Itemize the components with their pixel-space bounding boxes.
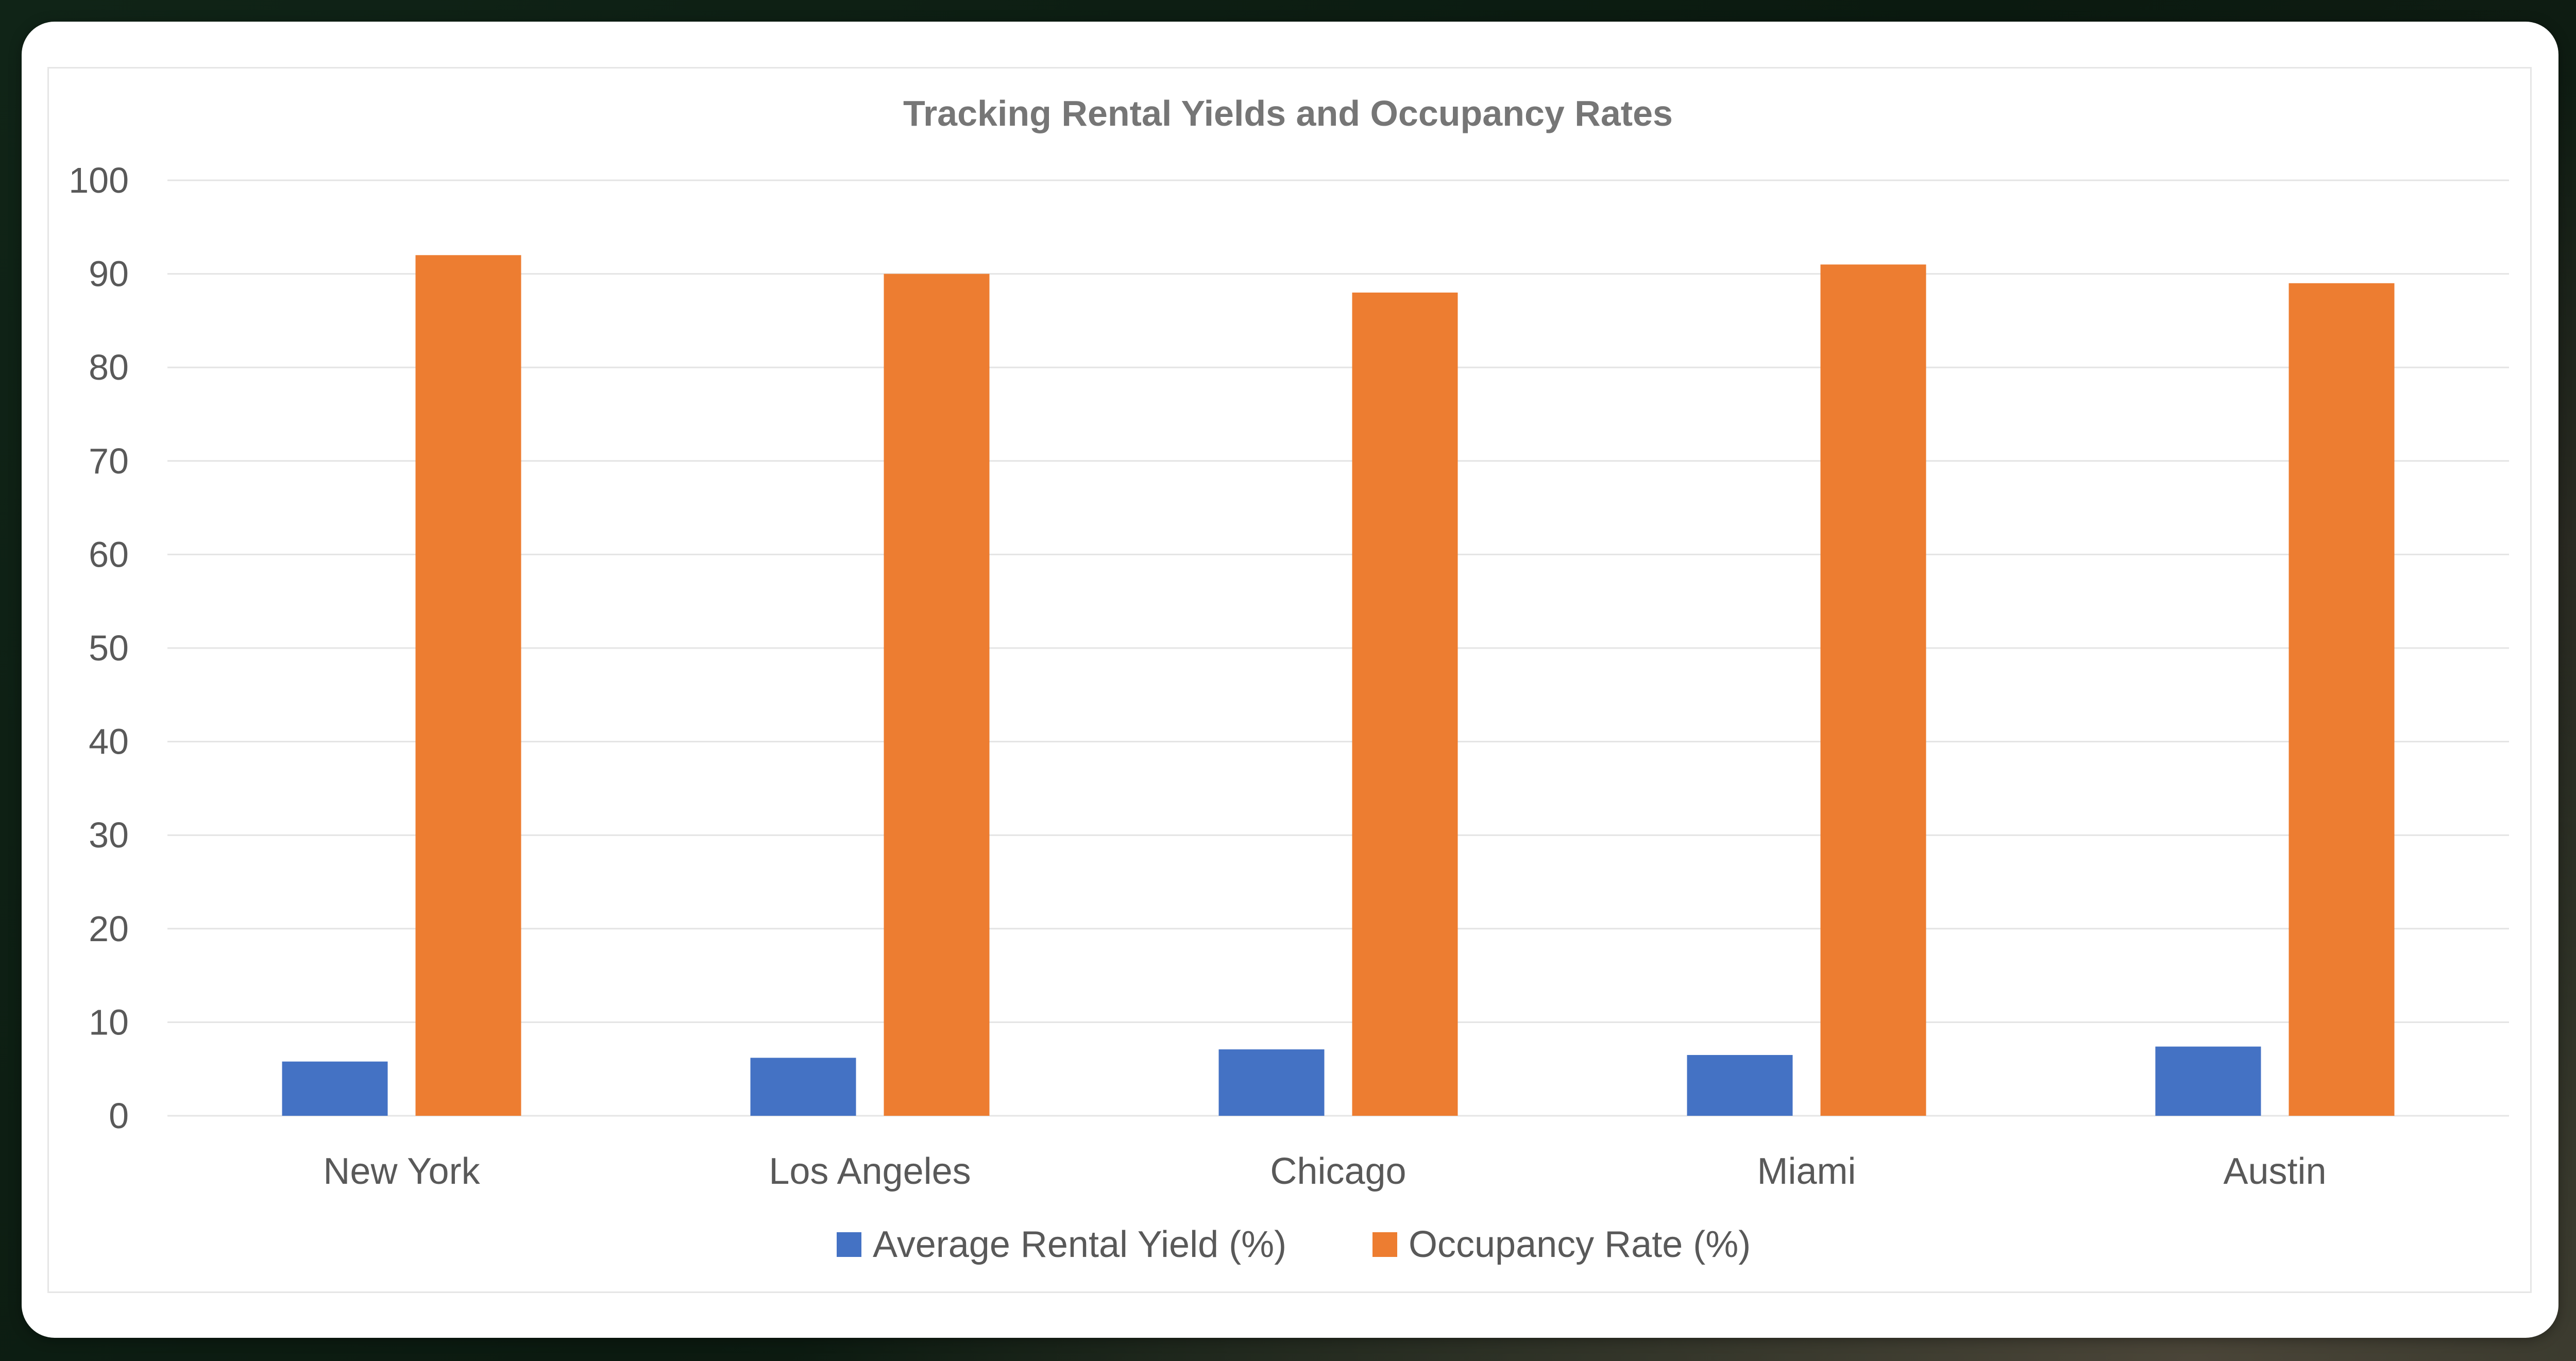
bar-rental-yield — [1218, 1049, 1325, 1116]
legend-label: Occupancy Rate (%) — [1409, 1224, 1751, 1265]
y-tick-label: 0 — [109, 1096, 129, 1136]
x-category-label: Chicago — [1270, 1151, 1406, 1192]
y-tick-label: 50 — [89, 628, 129, 668]
gridlines — [167, 179, 2509, 1117]
bar-occupancy-rate — [2289, 283, 2395, 1116]
x-axis-category-labels: New York Los Angeles Chicago Miami Austin — [323, 1151, 2326, 1192]
y-tick-label: 90 — [89, 254, 129, 294]
bar-rental-yield — [1687, 1054, 1793, 1116]
bar-occupancy-rate — [1352, 292, 1458, 1116]
legend: Average Rental Yield (%) Occupancy Rate (… — [837, 1224, 1751, 1265]
x-category-label: Miami — [1757, 1151, 1856, 1192]
y-axis-tick-labels: 0 10 20 30 40 50 60 70 80 90 100 — [69, 160, 129, 1136]
y-tick-label: 60 — [89, 534, 129, 574]
y-tick-label: 100 — [69, 160, 129, 200]
bar-occupancy-rate — [1820, 264, 1926, 1116]
legend-item: Average Rental Yield (%) — [837, 1224, 1286, 1265]
bars — [282, 255, 2395, 1116]
bar-rental-yield — [2155, 1046, 2261, 1116]
chart-title: Tracking Rental Yields and Occupancy Rat… — [903, 93, 1673, 133]
legend-label: Average Rental Yield (%) — [873, 1224, 1286, 1265]
legend-swatch — [837, 1232, 861, 1257]
y-tick-label: 70 — [89, 441, 129, 481]
x-category-label: New York — [323, 1151, 480, 1192]
y-tick-label: 40 — [89, 722, 129, 762]
legend-swatch — [1372, 1232, 1397, 1257]
bar-occupancy-rate — [415, 255, 521, 1116]
legend-item: Occupancy Rate (%) — [1372, 1224, 1751, 1265]
bar-occupancy-rate — [884, 274, 990, 1116]
y-tick-label: 30 — [89, 815, 129, 855]
x-category-label: Los Angeles — [769, 1151, 971, 1192]
y-tick-label: 10 — [89, 1002, 129, 1042]
bar-rental-yield — [282, 1061, 388, 1116]
x-category-label: Austin — [2223, 1151, 2326, 1192]
y-tick-label: 20 — [89, 909, 129, 949]
y-tick-label: 80 — [89, 347, 129, 387]
bar-rental-yield — [750, 1058, 856, 1116]
